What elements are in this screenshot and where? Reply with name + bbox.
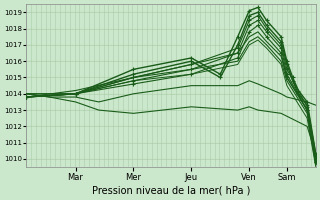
X-axis label: Pression niveau de la mer( hPa ): Pression niveau de la mer( hPa ): [92, 186, 250, 196]
